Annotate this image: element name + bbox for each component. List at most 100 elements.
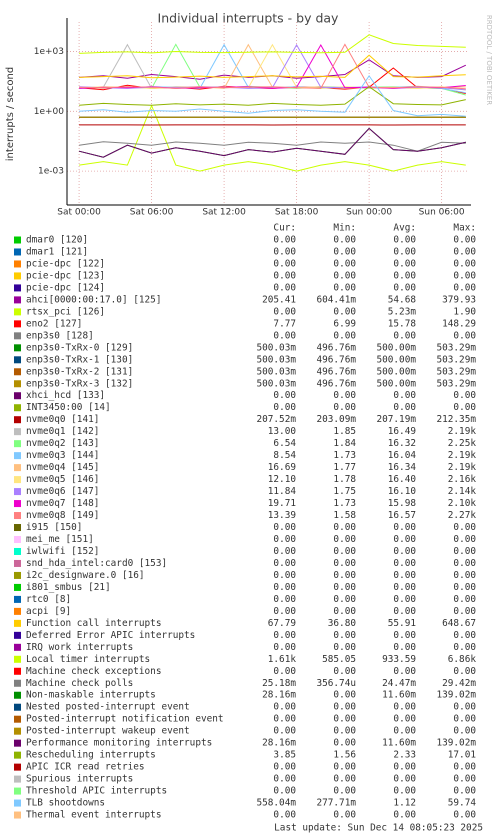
legend-stat: 0.00	[453, 774, 476, 785]
legend-label: Rescheduling interrupts	[26, 750, 156, 761]
legend-stat: 0.00	[393, 774, 416, 785]
y-axis-label: interrupts / second	[5, 67, 16, 161]
legend-stat: 1.78	[333, 474, 356, 485]
legend-label: nvme0q0 [141]	[26, 414, 99, 425]
legend-label: TLB shootdowns	[26, 798, 105, 809]
legend-swatch	[14, 536, 21, 543]
legend-swatch	[14, 739, 21, 747]
legend-label: enp3s0-TxRx-0 [129]	[26, 342, 133, 353]
legend-stat: 0.00	[273, 702, 296, 713]
legend-stat: 0.00	[333, 606, 356, 617]
legend-swatch	[14, 655, 21, 663]
legend-stat: 0.00	[273, 558, 296, 569]
legend-stat: 0.00	[453, 642, 476, 653]
legend-swatch	[14, 380, 21, 388]
legend-stat: 0.00	[273, 606, 296, 617]
legend-stat: 0.00	[333, 235, 356, 246]
legend-stat: 13.39	[268, 510, 297, 521]
series-line	[79, 34, 466, 54]
stat-header: Cur:	[273, 223, 296, 234]
legend-label: Posted-interrupt notification event	[26, 714, 224, 725]
legend-stat: 0.00	[393, 570, 416, 581]
legend-stat: 0.00	[453, 246, 476, 257]
series-line	[79, 141, 466, 152]
legend-label: ahci[0000:00:17.0] [125]	[26, 294, 161, 305]
legend-stat: 277.71m	[316, 798, 356, 809]
legend-swatch	[14, 524, 21, 532]
legend-stat: 0.00	[273, 786, 296, 797]
legend-swatch	[14, 512, 21, 520]
legend-stat: 207.52m	[256, 414, 296, 425]
legend-swatch	[14, 428, 21, 436]
legend-stat: 16.10	[388, 486, 417, 497]
legend-stat: 16.57	[388, 510, 416, 521]
legend-stat: 148.29	[442, 318, 476, 329]
legend-stat: 3.85	[273, 750, 296, 761]
legend-stat: 0.00	[453, 258, 476, 269]
legend-label: enp3s0-TxRx-1 [130]	[26, 354, 133, 365]
legend-swatch	[14, 787, 21, 795]
legend-stat: 0.00	[393, 606, 416, 617]
legend-label: nvme0q3 [144]	[26, 450, 99, 461]
legend-label: enp3s0 [128]	[26, 330, 94, 341]
legend-stat: 2.14k	[448, 486, 477, 497]
y-tick-label: 1e+03	[34, 47, 64, 57]
x-tick-label: Sun 06:00	[419, 208, 465, 218]
legend-stat: 0.00	[453, 786, 476, 797]
legend-stat: 0.00	[333, 702, 356, 713]
legend-label: Local timer interrupts	[26, 654, 150, 665]
legend-swatch	[14, 595, 21, 603]
legend-stat: 0.00	[333, 258, 356, 269]
stat-header: Avg:	[393, 223, 416, 234]
legend-swatch	[14, 248, 21, 256]
legend-label: pcie-dpc [123]	[26, 270, 105, 281]
legend-stat: 0.00	[393, 390, 416, 401]
legend-stat: 6.99	[333, 318, 356, 329]
legend-stat: 0.00	[393, 594, 416, 605]
legend-stat: 16.04	[388, 450, 417, 461]
legend-stat: 207.19m	[376, 414, 416, 425]
legend-stat: 0.00	[273, 330, 296, 341]
legend-stat: 1.73	[333, 498, 356, 509]
legend-stat: 503.29m	[436, 354, 476, 365]
legend-stat: 496.76m	[316, 354, 356, 365]
legend-stat: 0.00	[393, 282, 416, 293]
legend-label: mei_me [151]	[26, 534, 94, 545]
legend-stat: 0.00	[393, 235, 416, 246]
legend-label: eno2 [127]	[26, 318, 82, 329]
legend-stat: 0.00	[333, 282, 356, 293]
legend-stat: 24.47m	[382, 678, 416, 689]
legend-stat: 0.00	[393, 582, 416, 593]
legend-label: nvme0q1 [142]	[26, 426, 99, 437]
legend-stat: 496.76m	[316, 378, 356, 389]
legend-stat: 0.00	[333, 582, 356, 593]
legend-stat: 0.00	[453, 390, 476, 401]
legend-stat: 0.00	[393, 330, 416, 341]
legend-stat: 16.32	[388, 438, 416, 449]
legend-stat: 6.54	[273, 438, 296, 449]
legend-stat: 59.74	[448, 798, 477, 809]
legend-swatch	[14, 476, 21, 484]
legend-stat: 0.00	[393, 666, 416, 677]
legend-stat: 0.00	[453, 235, 476, 246]
legend-stat: 0.00	[453, 726, 476, 737]
legend-swatch	[14, 284, 21, 292]
legend-stat: 0.00	[273, 402, 296, 413]
legend-stat: 0.00	[333, 558, 356, 569]
legend-label: pcie-dpc [122]	[26, 258, 105, 269]
legend-stat: 0.00	[333, 570, 356, 581]
stat-header: Min:	[333, 223, 356, 234]
legend-label: Deferred Error APIC interrupts	[26, 630, 195, 641]
legend-stat: 2.19k	[448, 426, 477, 437]
legend-label: IRQ work interrupts	[26, 642, 133, 653]
legend-stat: 16.69	[268, 462, 297, 473]
x-tick-label: Sat 06:00	[130, 208, 174, 218]
stat-header: Max:	[453, 223, 476, 234]
footer: Last update: Sun Dec 14 08:05:23 2025	[274, 823, 483, 834]
legend-swatch	[14, 643, 21, 651]
legend-stat: 0.00	[393, 522, 416, 533]
legend-stat: 0.00	[393, 258, 416, 269]
legend-stat: 0.00	[273, 282, 296, 293]
legend-label: nvme0q5 [146]	[26, 474, 99, 485]
legend-label: i801_smbus [21]	[26, 582, 111, 593]
